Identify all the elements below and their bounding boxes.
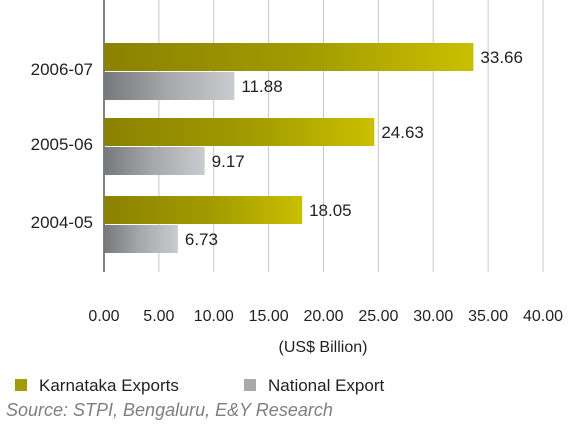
x-tick-label: 5.00	[143, 308, 174, 325]
x-tick-label: 30.00	[413, 308, 453, 325]
x-tick-label: 40.00	[523, 308, 563, 325]
x-tick-label: 25.00	[358, 308, 398, 325]
source-note: Source: STPI, Bengaluru, E&Y Research	[6, 400, 333, 420]
value-label: 6.73	[185, 230, 218, 249]
legend-label: National Export	[268, 376, 385, 395]
value-label: 33.66	[480, 48, 523, 67]
legend-label: Karnataka Exports	[39, 376, 179, 395]
bars	[104, 43, 474, 253]
x-tick-label: 35.00	[468, 308, 508, 325]
x-tick-label: 0.00	[88, 308, 119, 325]
labels: 2006-07 33.66 11.88 2005-06 24.63 9.17 2004-05…	[31, 48, 564, 325]
value-label: 18.05	[309, 201, 352, 220]
x-tick-label: 10.00	[194, 308, 234, 325]
x-tick-label: 20.00	[303, 308, 343, 325]
bar-karnataka	[104, 43, 474, 71]
bar-karnataka	[104, 196, 303, 224]
category-label: 2005-06	[31, 135, 93, 154]
legend-swatch-national	[244, 379, 256, 391]
category-label: 2006-07	[31, 60, 93, 79]
bar-national	[104, 225, 178, 253]
legend: Karnataka Exports National Export	[15, 376, 385, 395]
x-tick-label: 15.00	[249, 308, 289, 325]
bar-national	[104, 147, 205, 175]
legend-swatch-karnataka	[15, 379, 27, 391]
bar-karnataka	[104, 118, 375, 146]
bar-national	[104, 72, 235, 100]
value-label: 9.17	[212, 152, 245, 171]
value-label: 11.88	[241, 77, 282, 96]
value-label: 24.63	[381, 123, 424, 142]
x-axis-title: (US$ Billion)	[279, 339, 368, 356]
category-label: 2004-05	[31, 213, 93, 232]
